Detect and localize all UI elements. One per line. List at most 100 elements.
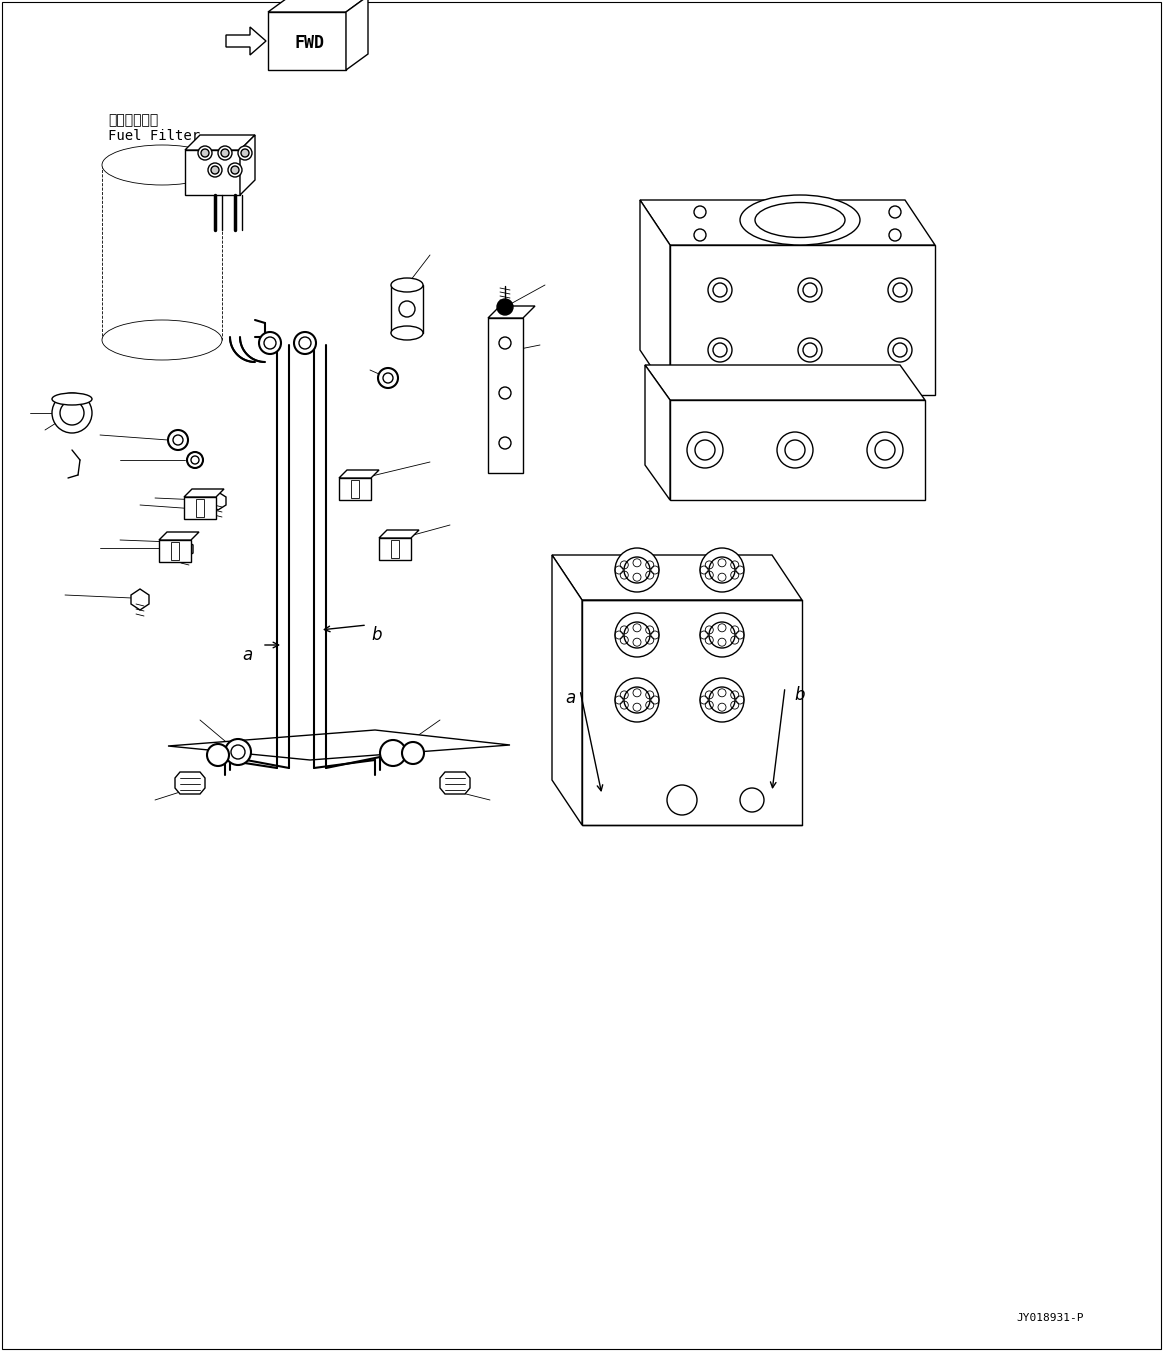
Ellipse shape [52,393,92,405]
Circle shape [798,338,822,362]
Circle shape [217,146,231,159]
Circle shape [198,146,212,159]
Circle shape [700,678,744,721]
Circle shape [60,401,84,426]
Circle shape [167,430,188,450]
Ellipse shape [102,145,222,185]
Circle shape [224,739,251,765]
Polygon shape [240,135,255,195]
Circle shape [889,338,912,362]
Circle shape [208,163,222,177]
Circle shape [694,205,706,218]
Circle shape [380,740,406,766]
Polygon shape [379,530,419,538]
Text: Fuel Filter: Fuel Filter [108,128,200,143]
Circle shape [708,338,732,362]
Circle shape [211,166,219,174]
Polygon shape [185,150,240,195]
Text: b: b [372,626,383,644]
Circle shape [889,205,901,218]
Circle shape [668,785,697,815]
Text: 燃料フィルタ: 燃料フィルタ [108,113,158,127]
Bar [197,499,204,517]
Polygon shape [379,538,411,561]
Circle shape [294,332,316,354]
Circle shape [499,336,511,349]
Circle shape [687,432,723,467]
Bar [171,542,179,561]
Polygon shape [167,730,511,761]
Polygon shape [347,0,368,70]
Circle shape [201,149,209,157]
Ellipse shape [740,195,859,245]
Circle shape [700,549,744,592]
Polygon shape [645,365,925,400]
Bar [351,480,359,499]
Circle shape [694,230,706,240]
Ellipse shape [391,278,423,292]
Circle shape [399,301,415,317]
Circle shape [499,386,511,399]
Polygon shape [640,200,670,394]
Polygon shape [184,489,224,497]
Polygon shape [267,12,347,70]
Circle shape [241,149,249,157]
Polygon shape [440,771,470,794]
Polygon shape [582,600,802,825]
Circle shape [187,453,204,467]
Polygon shape [645,365,670,500]
Polygon shape [488,317,523,473]
Ellipse shape [102,320,222,359]
Polygon shape [552,555,802,600]
Circle shape [777,432,813,467]
Circle shape [499,436,511,449]
Circle shape [615,613,659,657]
Polygon shape [338,470,379,478]
Text: フェルサプライポンプ: フェルサプライポンプ [628,763,712,777]
Ellipse shape [391,326,423,340]
Polygon shape [131,589,149,611]
Polygon shape [670,400,925,500]
Polygon shape [488,305,535,317]
Polygon shape [670,245,935,394]
Circle shape [615,549,659,592]
Circle shape [798,278,822,303]
Polygon shape [159,540,191,562]
Circle shape [231,166,240,174]
Circle shape [402,742,424,765]
Polygon shape [177,540,193,558]
Polygon shape [185,135,255,150]
Text: a: a [565,689,576,707]
Circle shape [238,146,252,159]
Polygon shape [211,492,226,509]
Circle shape [700,613,744,657]
Circle shape [259,332,281,354]
Circle shape [889,230,901,240]
Circle shape [52,393,92,434]
Polygon shape [174,771,205,794]
Bar [391,540,399,558]
Polygon shape [640,200,935,245]
Polygon shape [267,0,368,12]
Circle shape [615,678,659,721]
Circle shape [866,432,902,467]
Text: JY018931-P: JY018931-P [1016,1313,1084,1323]
Circle shape [207,744,229,766]
Polygon shape [552,555,582,825]
Text: Air Intake Manifold: Air Intake Manifold [755,263,914,278]
Circle shape [708,278,732,303]
Circle shape [740,788,764,812]
Text: FWD: FWD [294,34,324,51]
Text: b: b [794,686,805,704]
Text: a: a [242,646,252,663]
Circle shape [378,367,398,388]
Text: Fuel Supply Pump: Fuel Supply Pump [628,780,762,793]
Polygon shape [338,478,371,500]
Circle shape [221,149,229,157]
Polygon shape [184,497,216,519]
Circle shape [889,278,912,303]
Circle shape [497,299,513,315]
Polygon shape [226,27,266,55]
Circle shape [228,163,242,177]
Text: 吸気マニホールド: 吸気マニホールド [755,249,822,262]
